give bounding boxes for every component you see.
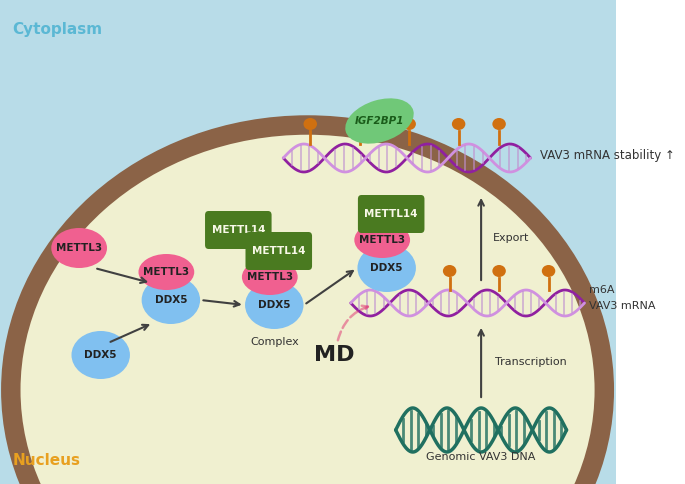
Text: VAV3 mRNA: VAV3 mRNA bbox=[589, 301, 656, 311]
Text: DDX5: DDX5 bbox=[371, 263, 403, 273]
Text: METTL3: METTL3 bbox=[359, 235, 406, 245]
Ellipse shape bbox=[51, 228, 107, 268]
Ellipse shape bbox=[303, 118, 317, 130]
Ellipse shape bbox=[11, 125, 604, 484]
Ellipse shape bbox=[493, 118, 506, 130]
Text: METTL3: METTL3 bbox=[56, 243, 102, 253]
Ellipse shape bbox=[402, 118, 416, 130]
Text: IGF2BP1: IGF2BP1 bbox=[355, 116, 404, 126]
Ellipse shape bbox=[443, 265, 456, 277]
Text: METTL14: METTL14 bbox=[212, 225, 265, 235]
Text: DDX5: DDX5 bbox=[258, 300, 290, 310]
FancyBboxPatch shape bbox=[358, 195, 425, 233]
Text: Nucleus: Nucleus bbox=[12, 453, 81, 468]
Text: METTL3: METTL3 bbox=[143, 267, 190, 277]
Ellipse shape bbox=[542, 265, 556, 277]
Text: VAV3 mRNA stability ↑: VAV3 mRNA stability ↑ bbox=[540, 149, 675, 162]
Text: METTL14: METTL14 bbox=[364, 209, 418, 219]
Text: Cytoplasm: Cytoplasm bbox=[12, 22, 103, 37]
Ellipse shape bbox=[242, 259, 298, 295]
Text: DDX5: DDX5 bbox=[155, 295, 187, 305]
Text: METTL14: METTL14 bbox=[252, 246, 306, 256]
FancyBboxPatch shape bbox=[245, 232, 312, 270]
Ellipse shape bbox=[345, 98, 414, 144]
Ellipse shape bbox=[358, 244, 416, 292]
Text: m6A: m6A bbox=[589, 285, 614, 295]
Ellipse shape bbox=[493, 265, 506, 277]
Ellipse shape bbox=[354, 222, 410, 258]
Text: MD: MD bbox=[314, 345, 355, 365]
Text: Transcription: Transcription bbox=[495, 357, 566, 367]
Ellipse shape bbox=[452, 118, 465, 130]
Text: Genomic VAV3 DNA: Genomic VAV3 DNA bbox=[427, 452, 536, 462]
Text: METTL3: METTL3 bbox=[247, 272, 293, 282]
Text: Export: Export bbox=[493, 233, 530, 243]
Text: Complex: Complex bbox=[250, 337, 299, 347]
Ellipse shape bbox=[245, 281, 303, 329]
Ellipse shape bbox=[71, 331, 130, 379]
Ellipse shape bbox=[138, 254, 195, 290]
FancyBboxPatch shape bbox=[205, 211, 271, 249]
Text: DDX5: DDX5 bbox=[84, 350, 117, 360]
Ellipse shape bbox=[353, 118, 366, 130]
Ellipse shape bbox=[142, 276, 200, 324]
